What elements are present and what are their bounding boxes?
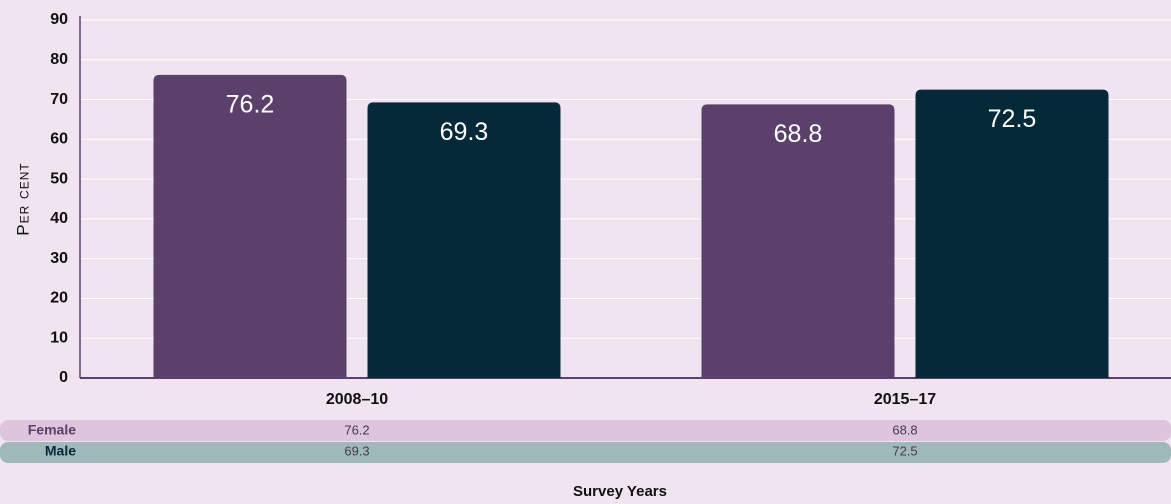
x-axis-title: Survey Years — [573, 483, 667, 500]
table-cell: 69.3 — [344, 443, 369, 458]
y-tick-label: 30 — [50, 250, 68, 267]
x-tick-label: 2008–10 — [326, 391, 388, 408]
y-tick-label: 50 — [50, 170, 68, 187]
legend-label: Male — [45, 443, 76, 459]
y-tick-label: 70 — [50, 91, 68, 108]
table-cell: 76.2 — [344, 422, 369, 437]
value-label: 72.5 — [988, 105, 1037, 133]
table-cell: 72.5 — [892, 443, 917, 458]
legend-label: Female — [28, 422, 76, 438]
value-label: 68.8 — [774, 120, 823, 148]
chart: Per cent Survey Years 0 10 20 30 40 50 60 70 80 9… — [0, 0, 1171, 504]
value-label: 76.2 — [226, 91, 275, 119]
x-tick-label: 2015–17 — [874, 391, 936, 408]
value-label: 69.3 — [440, 118, 489, 146]
y-axis-title: Per cent — [13, 162, 32, 235]
y-tick-label: 80 — [50, 51, 68, 68]
y-tick-label: 10 — [50, 329, 68, 346]
y-tick-label: 20 — [50, 290, 68, 307]
y-tick-label: 60 — [50, 131, 68, 148]
female-row — [0, 420, 1171, 441]
y-tick-label: 90 — [50, 11, 68, 28]
male-row — [0, 442, 1171, 463]
table-cell: 68.8 — [892, 422, 917, 437]
y-tick-label: 40 — [50, 210, 68, 227]
y-tick-label: 0 — [59, 369, 68, 386]
bar — [154, 75, 347, 378]
